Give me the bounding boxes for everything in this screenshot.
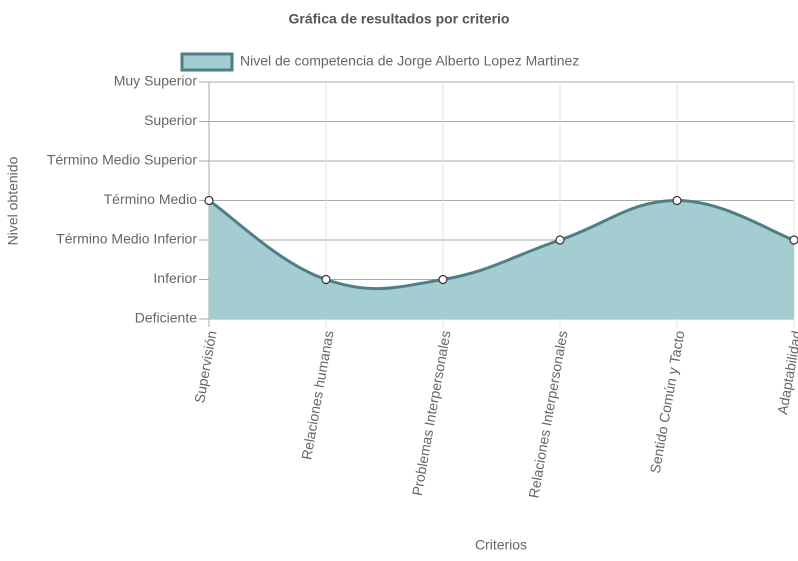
y-tick-label: Término Medio Inferior — [56, 231, 197, 247]
line — [208, 198, 795, 291]
x-tick-label: Sentido Común y Tacto — [647, 329, 688, 474]
point — [438, 274, 448, 285]
point — [789, 235, 798, 245]
x-tick-label: Problemas Interpersonales — [409, 329, 454, 497]
area-fill — [209, 200, 794, 319]
chart-title: Gráfica de resultados por criterio — [289, 11, 510, 27]
x-tick-label: Supervisión — [191, 329, 219, 404]
legend-swatch — [180, 52, 234, 72]
x-tick-label: Relaciones humanas — [298, 329, 336, 461]
legend-label: Nivel de competencia de Jorge Alberto Lo… — [240, 53, 579, 69]
point — [555, 235, 565, 245]
x-tick-label: Relaciones Interpersonales — [525, 329, 570, 499]
y-tick-label: Término Medio Superior — [47, 152, 198, 168]
y-tick-label: Deficiente — [135, 310, 197, 326]
point — [204, 195, 214, 206]
y-tick-label: Superior — [144, 112, 197, 128]
x-tick-label: Adaptabilidad — [774, 329, 798, 415]
x-axis-title: Criterios — [475, 537, 527, 553]
y-tick-label: Muy Superior — [114, 73, 198, 89]
point — [321, 274, 331, 285]
y-tick-label: Término Medio — [104, 191, 198, 207]
y-axis-title: Nivel obtenido — [5, 156, 21, 245]
point — [672, 195, 682, 206]
y-tick-label: Inferior — [153, 270, 197, 286]
